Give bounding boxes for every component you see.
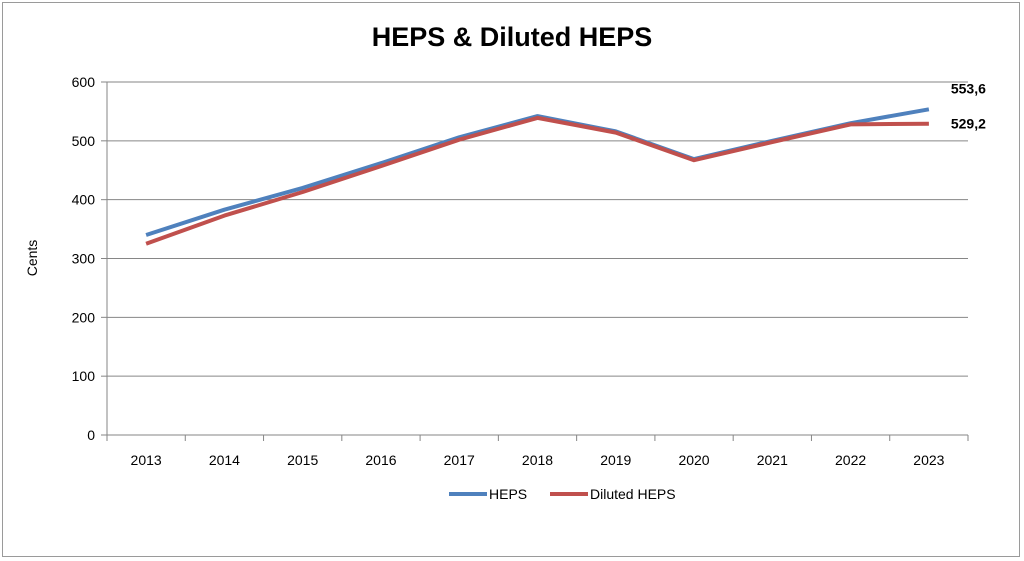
x-tick-label: 2018 xyxy=(522,452,553,468)
legend-label-heps: HEPS xyxy=(489,486,527,502)
x-axis-ticks: 2013 2014 2015 2016 2017 2018 2019 2020 2021 2022… xyxy=(106,435,969,468)
gridlines xyxy=(107,81,968,377)
x-tick-label: 2019 xyxy=(600,452,631,468)
chart-title: HEPS & Diluted HEPS xyxy=(372,22,653,52)
x-tick-label: 2016 xyxy=(365,452,396,468)
x-tick-label: 2023 xyxy=(913,452,944,468)
y-tick-label: 600 xyxy=(72,74,96,90)
y-tick-label: 0 xyxy=(87,427,95,443)
data-label-diluted-heps: 529,2 xyxy=(951,116,986,132)
x-tick-label: 2013 xyxy=(131,452,162,468)
data-labels: 553,6 529,2 xyxy=(951,80,986,131)
y-tick-label: 100 xyxy=(72,368,96,384)
y-axis-ticks: 0 100 200 300 400 500 600 xyxy=(72,74,107,443)
series-line-diluted-heps xyxy=(145,115,929,246)
data-label-heps: 553,6 xyxy=(951,80,986,96)
y-axis-label: Cents xyxy=(24,240,40,277)
y-tick-label: 300 xyxy=(72,251,96,267)
y-tick-label: 200 xyxy=(72,309,96,325)
legend: HEPS Diluted HEPS xyxy=(449,486,676,502)
x-tick-label: 2022 xyxy=(835,452,866,468)
x-tick-label: 2014 xyxy=(209,452,240,468)
series-line-heps xyxy=(145,107,930,237)
y-tick-label: 400 xyxy=(72,192,96,208)
series-lines xyxy=(145,107,930,246)
legend-label-diluted-heps: Diluted HEPS xyxy=(590,486,676,502)
x-tick-label: 2017 xyxy=(444,452,475,468)
y-tick-label: 500 xyxy=(72,133,96,149)
x-tick-label: 2020 xyxy=(678,452,709,468)
x-tick-label: 2015 xyxy=(287,452,318,468)
x-tick-label: 2021 xyxy=(757,452,788,468)
